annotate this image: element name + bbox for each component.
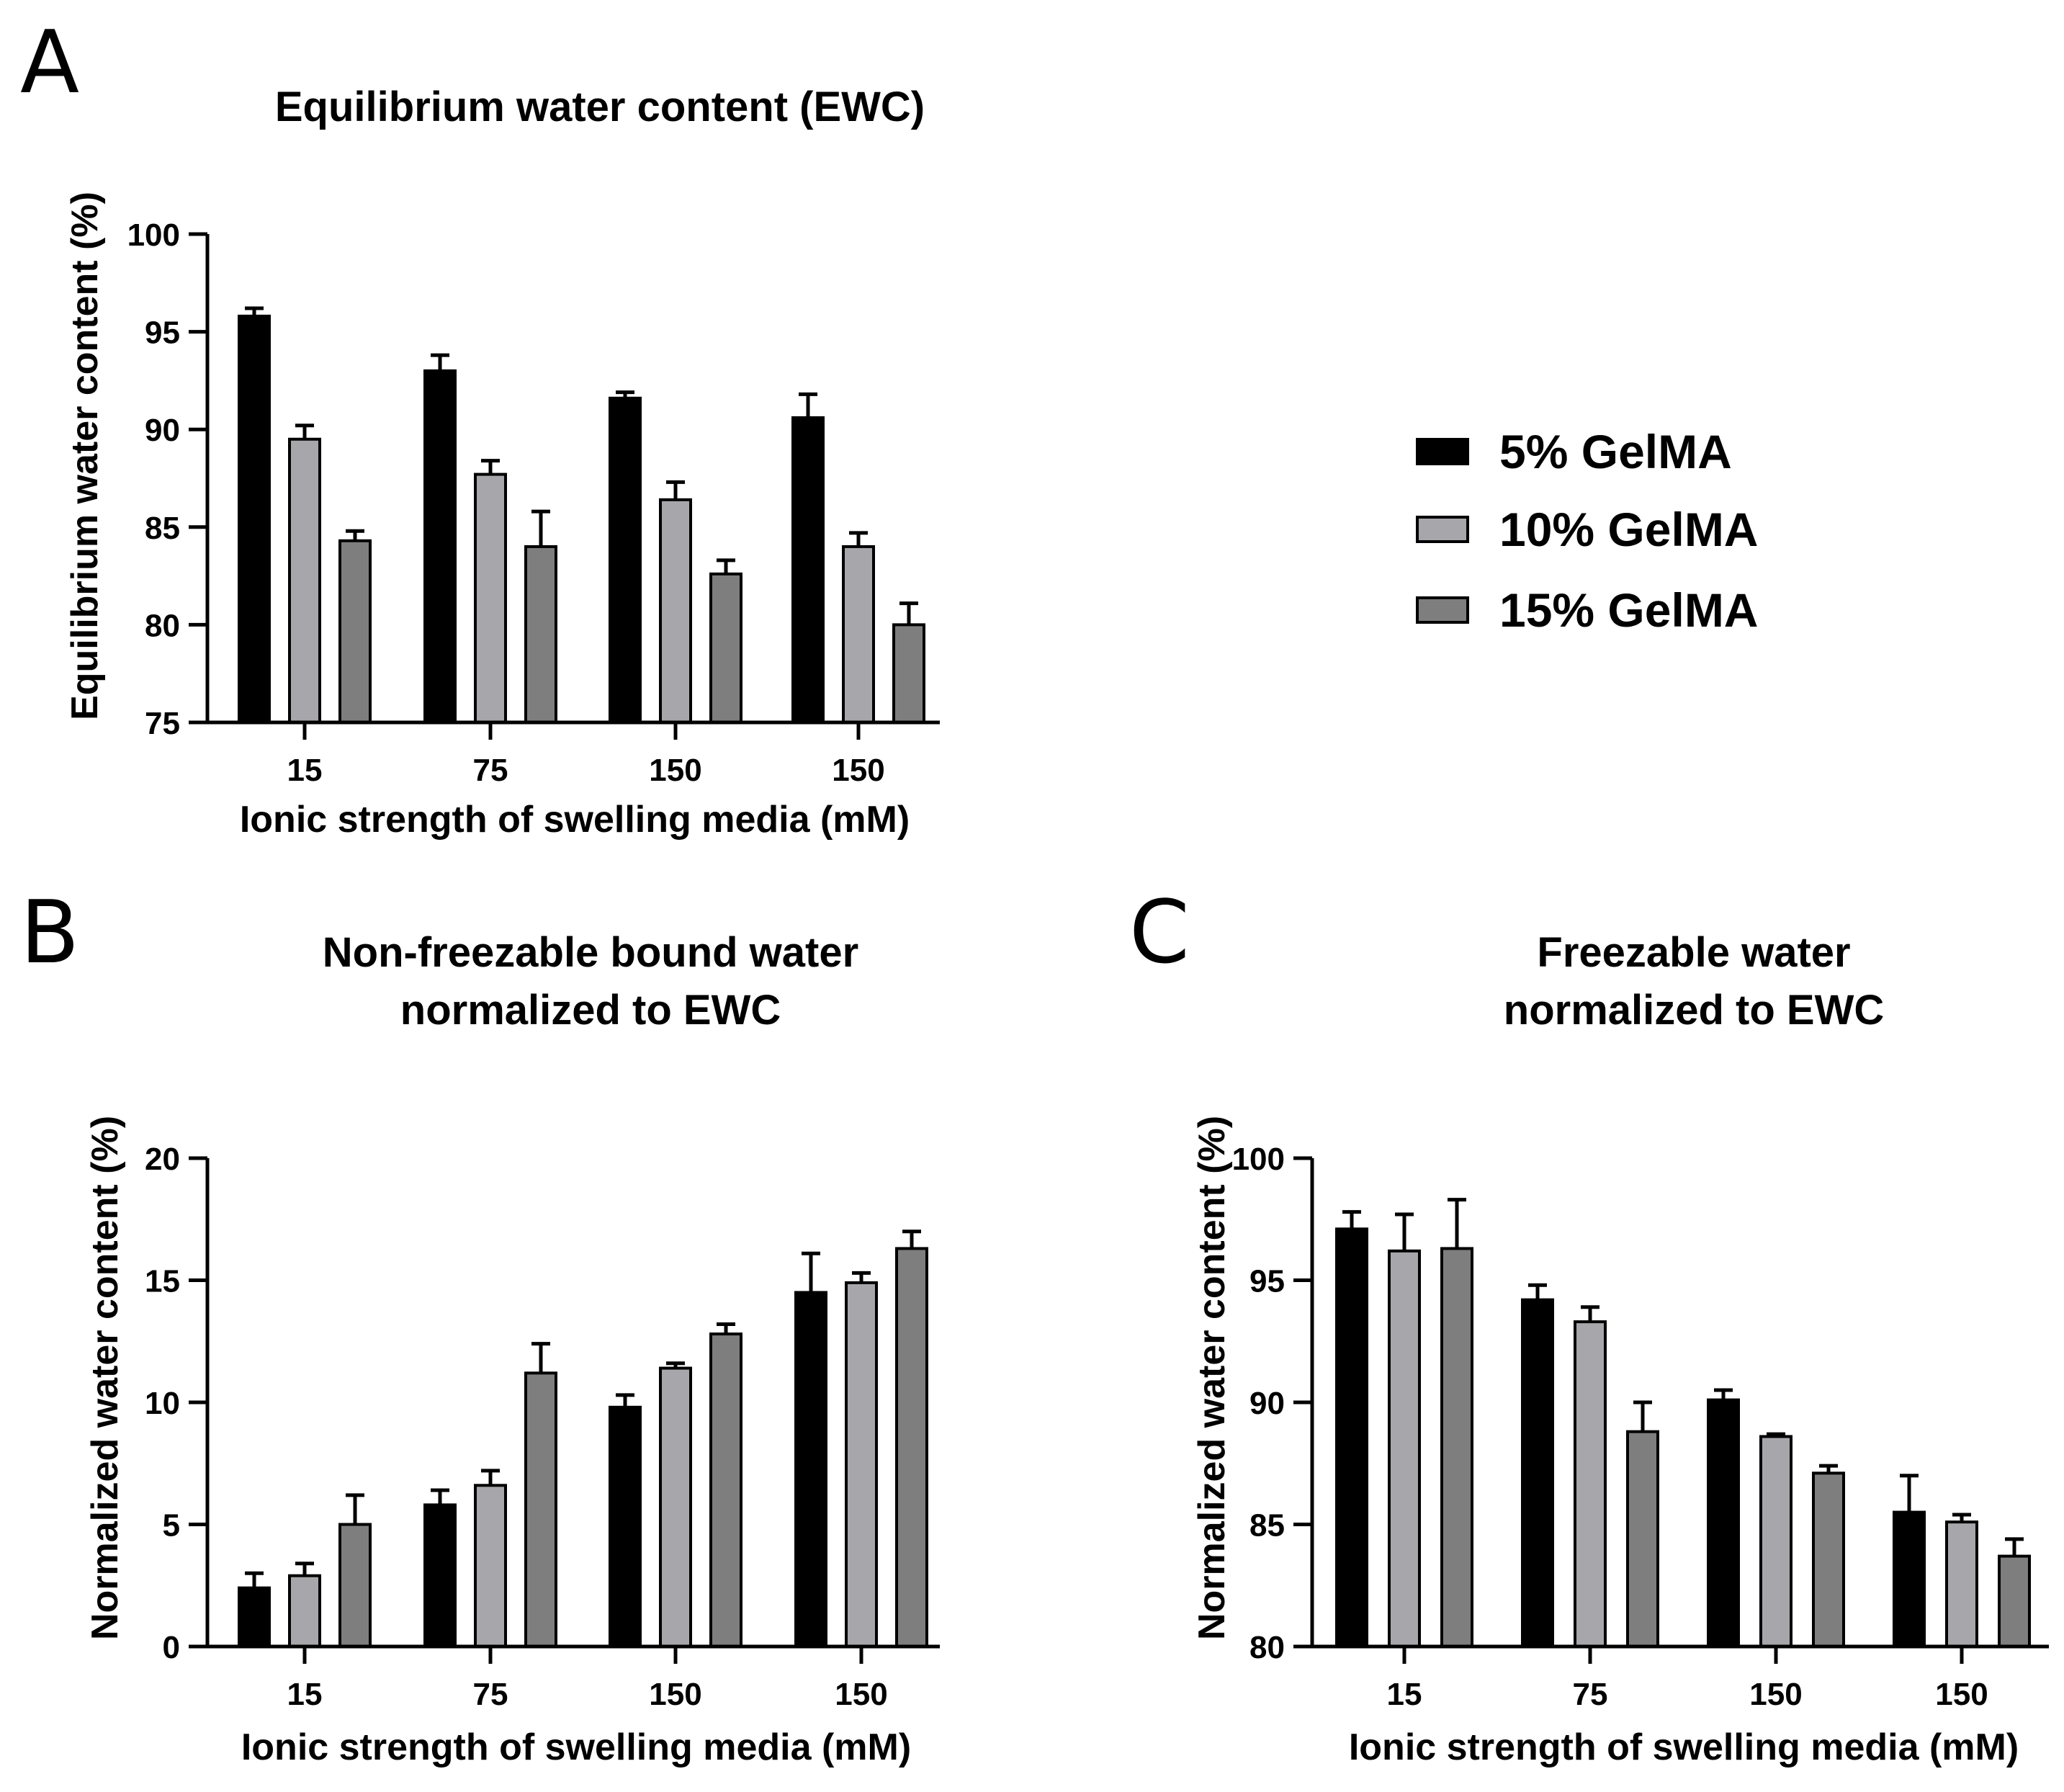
bar-10-gelma-150: [1759, 1435, 1792, 1648]
bar-5-gelma-150: [791, 416, 825, 724]
panel-c: C Freezable water normalized to EWC 80 85…: [1129, 883, 2049, 1768]
bar-10-gelma-150: [659, 498, 692, 724]
y-tick-label: 75: [145, 706, 180, 741]
x-tick-label: 15: [287, 753, 323, 788]
bar-5-gelma-75: [1521, 1298, 1554, 1648]
x-axis-label: Ionic strength of swelling media (mM): [241, 1726, 911, 1768]
bar-5-gelma-15: [238, 314, 271, 724]
bar-5-gelma-15: [1335, 1227, 1368, 1649]
y-axis-label: Normalized water content (%): [84, 1116, 126, 1640]
bar-15-gelma-15: [338, 1523, 372, 1648]
y-tick-label: 90: [1249, 1386, 1285, 1421]
panel-letter: C: [1129, 883, 1190, 983]
x-tick-label: 150: [649, 1677, 701, 1712]
bar-5-gelma-150: [609, 396, 642, 724]
x-tick-label: 75: [473, 1677, 508, 1712]
legend-swatch-10-gelma: [1416, 516, 1469, 543]
panel-b: B Non-freezable bound water normalized t…: [20, 883, 940, 1768]
y-tick-label: 100: [1232, 1142, 1285, 1177]
y-tick-label: 90: [145, 413, 180, 448]
bar-10-gelma-75: [474, 472, 507, 724]
legend-label-15-gelma: 15% GelMA: [1499, 583, 1758, 637]
bar-5-gelma-150: [609, 1405, 642, 1649]
x-axis-label: Ionic strength of swelling media (mM): [240, 799, 910, 841]
x-tick-label: 15: [1387, 1677, 1422, 1712]
bar-10-gelma-75: [1574, 1320, 1607, 1648]
bar-10-gelma-150: [659, 1366, 692, 1649]
legend-swatch-5-gelma: [1416, 438, 1469, 465]
y-axis: 0 5 10 15 20: [145, 1142, 210, 1665]
bars-layer: [1335, 1198, 2031, 1649]
panel-a: A Equilibrium water content (EWC) 75 80 85…: [20, 13, 940, 841]
bar-5-gelma-150: [1707, 1398, 1740, 1648]
bar-10-gelma-150: [842, 545, 875, 724]
y-tick-label: 100: [127, 218, 180, 253]
bar-5-gelma-15: [238, 1586, 271, 1648]
x-axis: 15 75 150 150: [1310, 1644, 2049, 1712]
legend-label-10-gelma: 10% GelMA: [1499, 503, 1758, 556]
bar-5-gelma-75: [423, 1503, 457, 1648]
x-tick-label: 75: [473, 753, 508, 788]
panel-letter: A: [20, 13, 79, 113]
panel-letter: B: [20, 883, 79, 983]
x-tick-label: 75: [1573, 1677, 1608, 1712]
bar-10-gelma-150: [845, 1281, 878, 1648]
y-axis: 75 80 85 90 95 100: [127, 218, 210, 741]
y-tick-label: 80: [1249, 1630, 1285, 1665]
legend-label-5-gelma: 5% GelMA: [1499, 425, 1732, 478]
chart-title-line-1: Freezable water: [1537, 929, 1850, 976]
bar-10-gelma-15: [288, 1574, 321, 1648]
bar-10-gelma-15: [1388, 1249, 1421, 1648]
bar-5-gelma-75: [423, 369, 457, 725]
bar-15-gelma-150: [1812, 1471, 1845, 1649]
bar-10-gelma-150: [1945, 1520, 1978, 1649]
x-axis: 15 75 150 150: [205, 720, 940, 788]
y-tick-label: 15: [145, 1264, 180, 1299]
x-tick-label: 150: [832, 753, 884, 788]
y-tick-label: 0: [163, 1630, 180, 1665]
bar-15-gelma-150: [709, 1332, 742, 1648]
y-tick-label: 95: [145, 315, 180, 351]
bar-15-gelma-75: [524, 545, 557, 724]
x-tick-label: 150: [835, 1677, 887, 1712]
bar-15-gelma-150: [892, 623, 925, 725]
y-tick-label: 85: [1249, 1508, 1285, 1544]
y-tick-label: 10: [145, 1386, 180, 1421]
x-tick-label: 150: [649, 753, 701, 788]
bar-15-gelma-150: [709, 572, 742, 724]
bar-5-gelma-150: [794, 1291, 827, 1648]
x-tick-label: 150: [1935, 1677, 1988, 1712]
chart-title-line-1: Non-freezable bound water: [323, 929, 858, 976]
x-axis-label: Ionic strength of swelling media (mM): [1349, 1726, 2019, 1768]
x-tick-label: 150: [1749, 1677, 1802, 1712]
bar-10-gelma-15: [288, 437, 321, 724]
y-tick-label: 20: [145, 1142, 180, 1177]
bars-layer: [238, 306, 925, 725]
bars-layer: [238, 1229, 928, 1649]
legend-swatch-15-gelma: [1416, 596, 1469, 624]
bar-15-gelma-150: [895, 1247, 928, 1649]
chart-title: Equilibrium water content (EWC): [275, 84, 925, 130]
x-tick-label: 15: [287, 1677, 323, 1712]
bar-15-gelma-75: [524, 1371, 557, 1648]
y-tick-label: 85: [145, 511, 180, 546]
bar-15-gelma-150: [1998, 1554, 2031, 1649]
y-axis: 80 85 90 95 100: [1232, 1142, 1314, 1665]
y-tick-label: 95: [1249, 1264, 1285, 1299]
legend: 5% GelMA 10% GelMA 15% GelMA: [1416, 425, 1758, 637]
bar-15-gelma-15: [338, 539, 372, 724]
bar-5-gelma-150: [1893, 1510, 1926, 1649]
bar-10-gelma-75: [474, 1484, 507, 1649]
x-axis: 15 75 150 150: [205, 1644, 940, 1712]
y-tick-label: 80: [145, 608, 180, 643]
bar-15-gelma-75: [1626, 1430, 1659, 1649]
chart-title-line-2: normalized to EWC: [1504, 987, 1884, 1034]
y-tick-label: 5: [163, 1508, 180, 1544]
bar-15-gelma-15: [1440, 1247, 1473, 1649]
y-axis-label: Equilibrium water content (%): [64, 192, 106, 720]
chart-title-line-2: normalized to EWC: [400, 987, 781, 1034]
y-axis-label: Normalized water content (%): [1191, 1116, 1233, 1640]
